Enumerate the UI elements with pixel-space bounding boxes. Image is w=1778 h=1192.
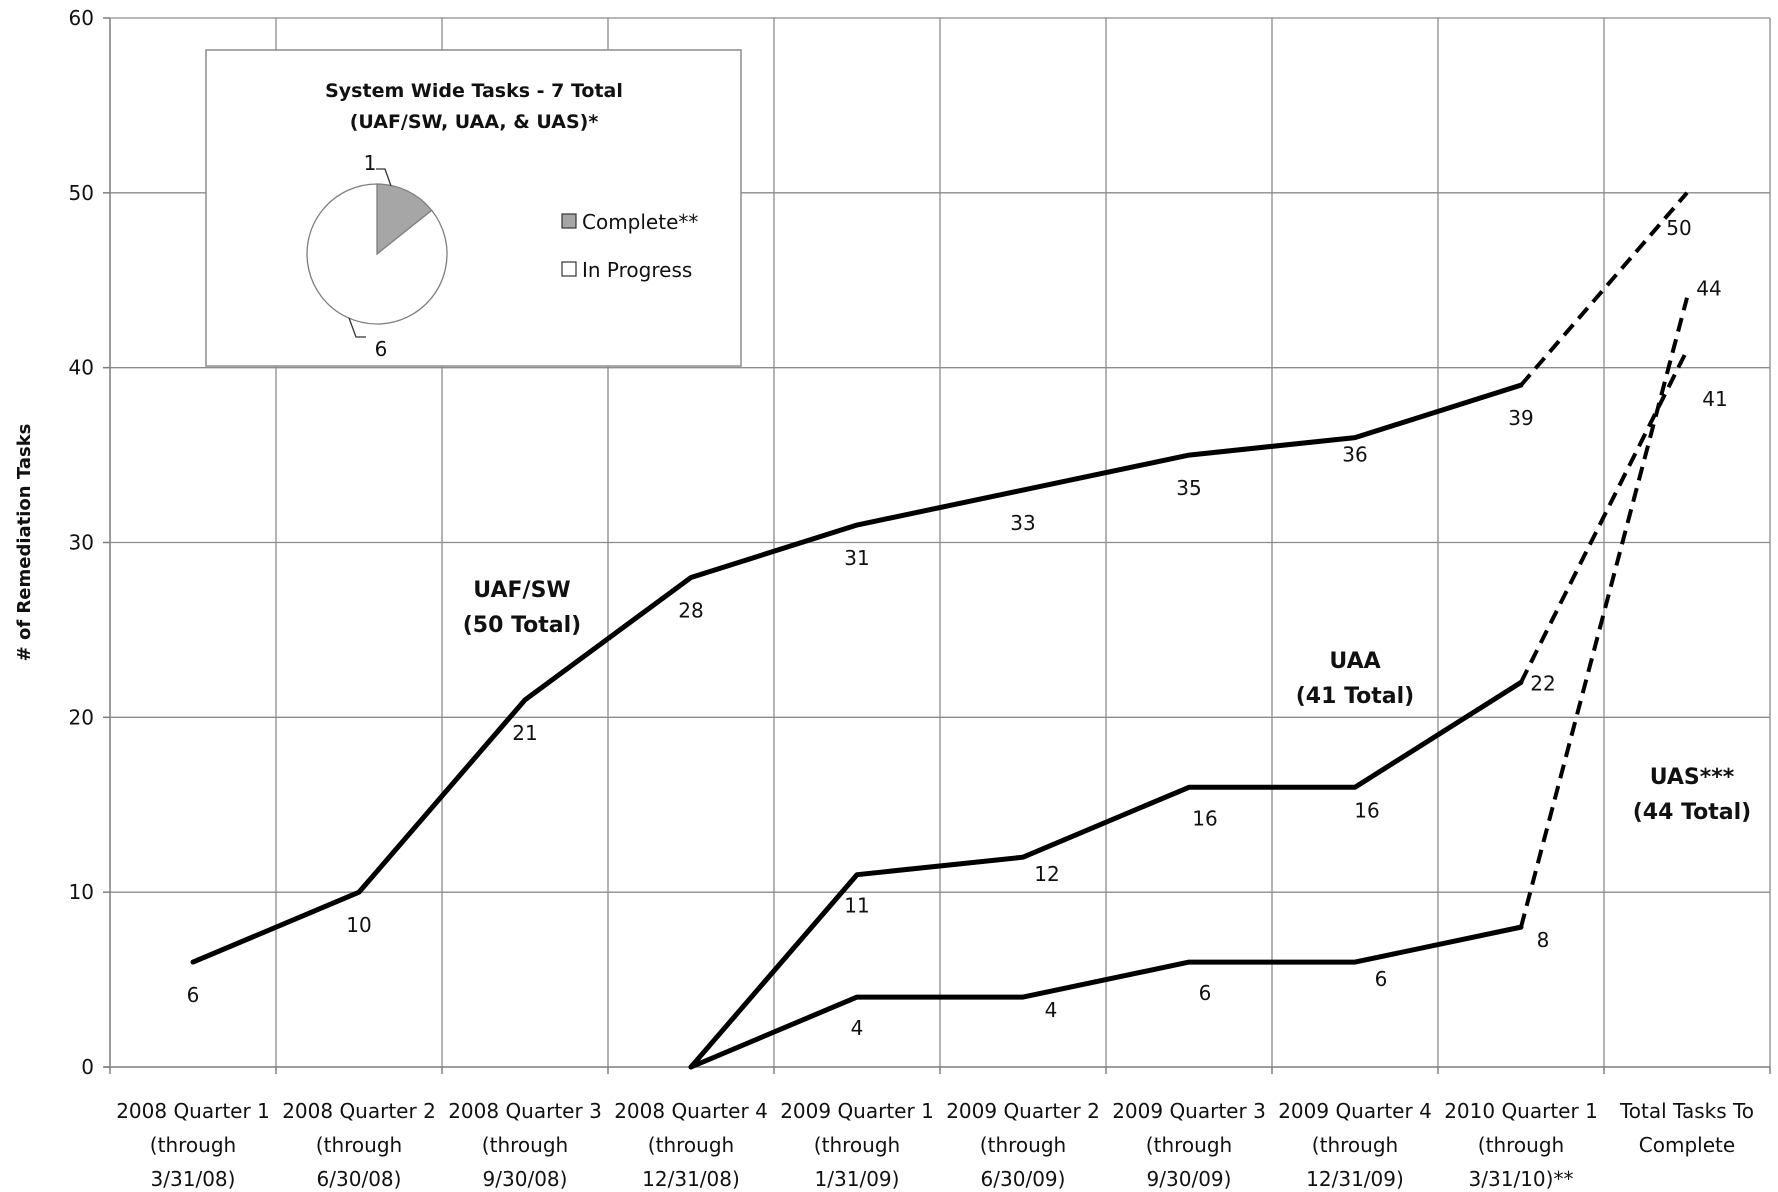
y-tick-label: 10 <box>69 880 94 904</box>
x-category-label-line: 2009 Quarter 3 <box>1112 1099 1266 1123</box>
x-category-label-line: Complete <box>1639 1133 1735 1157</box>
legend-swatch <box>561 213 577 229</box>
x-category-label-line: 3/31/08) <box>151 1167 236 1191</box>
x-category-label-line: 9/30/08) <box>483 1167 568 1191</box>
legend-label: Complete** <box>582 210 698 234</box>
series-line-uafsw <box>190 382 1524 965</box>
data-label: 50 <box>1666 216 1691 240</box>
data-label: 33 <box>1010 511 1035 535</box>
data-label: 44 <box>1696 277 1721 301</box>
data-label: 6 <box>1199 981 1212 1005</box>
series-name-label-line: (44 Total) <box>1633 800 1752 825</box>
x-category-label-line: (through <box>316 1133 402 1157</box>
y-tick-label: 20 <box>69 705 94 729</box>
x-category-label: 2008 Quarter 3 (through 9/30/08) <box>448 1099 602 1191</box>
data-label: 10 <box>346 913 371 937</box>
x-category-label-line: 2008 Quarter 4 <box>614 1099 768 1123</box>
pie-leader-line <box>348 317 366 338</box>
pie-slice-complete <box>376 183 433 256</box>
series-name-label: UAS*** (44 Total) <box>1633 765 1752 825</box>
y-tick-label: 40 <box>69 356 94 380</box>
data-label: 35 <box>1176 476 1201 500</box>
legend-swatch <box>561 261 577 277</box>
legend-label: In Progress <box>582 258 692 282</box>
data-label: 11 <box>844 894 869 918</box>
x-category-label-line: 2008 Quarter 2 <box>282 1099 436 1123</box>
series-line-uas <box>688 924 1524 1070</box>
x-category-label-line: 2010 Quarter 1 <box>1444 1099 1598 1123</box>
x-category-label: 2009 Quarter 2 (through 6/30/09) <box>946 1099 1100 1191</box>
series-name-label-line: UAS*** <box>1650 765 1735 790</box>
series-name-label-line: (50 Total) <box>463 613 582 638</box>
x-category-label-line: Total Tasks To <box>1619 1099 1754 1123</box>
inset-pie-title: System Wide Tasks - 7 Total (UAF/SW, UAA,… <box>325 80 623 133</box>
data-label: 22 <box>1530 671 1555 695</box>
inset-pie-box <box>205 49 742 367</box>
x-category-label-line: 6/30/09) <box>981 1167 1066 1191</box>
data-label: 4 <box>1045 998 1058 1022</box>
y-tick-label: 60 <box>69 6 94 30</box>
x-category-label-line: (through <box>1312 1133 1398 1157</box>
inset-pie-title-line: (UAF/SW, UAA, & UAS)* <box>350 111 599 133</box>
x-category-label: 2008 Quarter 1 (through 3/31/08) <box>116 1099 270 1191</box>
data-label: 28 <box>678 598 703 622</box>
x-category-label-line: 6/30/08) <box>317 1167 402 1191</box>
data-label: 16 <box>1192 806 1217 830</box>
x-category-label-line: 2009 Quarter 1 <box>780 1099 934 1123</box>
series-name-label-line: (41 Total) <box>1296 684 1415 709</box>
x-category-label-line: 2009 Quarter 2 <box>946 1099 1100 1123</box>
data-label: 6 <box>1375 967 1388 991</box>
x-category-label: Total Tasks To Complete <box>1619 1099 1754 1157</box>
series-name-label: UAF/SW (50 Total) <box>463 578 582 638</box>
x-category-label-line: (through <box>814 1133 900 1157</box>
x-category-label-line: 12/31/08) <box>642 1167 740 1191</box>
pie-slice-in-progress <box>306 183 448 325</box>
y-tick-label: 30 <box>69 531 94 555</box>
x-category-label-line: (through <box>1478 1133 1564 1157</box>
data-label: 12 <box>1034 862 1059 886</box>
x-category-label: 2009 Quarter 3 (through 9/30/09) <box>1112 1099 1266 1191</box>
pie-value-label: 6 <box>375 337 388 361</box>
series-projection-uafsw <box>1519 191 1689 387</box>
series-line-uaa <box>688 679 1524 1070</box>
y-tick-label: 0 <box>81 1055 94 1079</box>
x-category-label-line: (through <box>150 1133 236 1157</box>
data-label: 16 <box>1354 798 1379 822</box>
x-category-label-line: (through <box>980 1133 1066 1157</box>
x-category-label-line: (through <box>648 1133 734 1157</box>
data-label: 41 <box>1702 387 1727 411</box>
x-category-label-line: 2008 Quarter 3 <box>448 1099 602 1123</box>
data-label: 8 <box>1537 928 1550 952</box>
data-label: 39 <box>1508 406 1533 430</box>
series-name-label-line: UAA <box>1329 649 1380 674</box>
data-label: 31 <box>844 546 869 570</box>
y-axis-title: # of Remediation Tasks <box>14 424 35 662</box>
data-label: 21 <box>512 721 537 745</box>
pie-leader-line <box>376 168 392 187</box>
x-category-label: 2009 Quarter 1 (through 1/31/09) <box>780 1099 934 1191</box>
x-category-label-line: 12/31/09) <box>1306 1167 1404 1191</box>
x-category-label-line: 3/31/10)** <box>1469 1167 1574 1191</box>
x-category-label-line: (through <box>1146 1133 1232 1157</box>
data-label: 36 <box>1342 443 1367 467</box>
x-category-label: 2008 Quarter 4 (through 12/31/08) <box>614 1099 768 1191</box>
x-category-label-line: 2008 Quarter 1 <box>116 1099 270 1123</box>
data-label: 4 <box>851 1016 864 1040</box>
x-category-label: 2008 Quarter 2 (through 6/30/08) <box>282 1099 436 1191</box>
x-category-label: 2009 Quarter 4 (through 12/31/09) <box>1278 1099 1432 1191</box>
x-category-label-line: 1/31/09) <box>815 1167 900 1191</box>
pie-value-label: 1 <box>364 151 377 175</box>
data-label: 6 <box>187 983 200 1007</box>
series-name-label: UAA (41 Total) <box>1296 649 1415 709</box>
y-tick-label: 50 <box>69 181 94 205</box>
x-category-label-line: 9/30/09) <box>1147 1167 1232 1191</box>
x-category-label-line: (through <box>482 1133 568 1157</box>
x-category-label: 2010 Quarter 1 (through 3/31/10)** <box>1444 1099 1598 1191</box>
inset-pie-title-line: System Wide Tasks - 7 Total <box>325 80 623 102</box>
x-category-label-line: 2009 Quarter 4 <box>1278 1099 1432 1123</box>
series-name-label-line: UAF/SW <box>473 578 570 603</box>
